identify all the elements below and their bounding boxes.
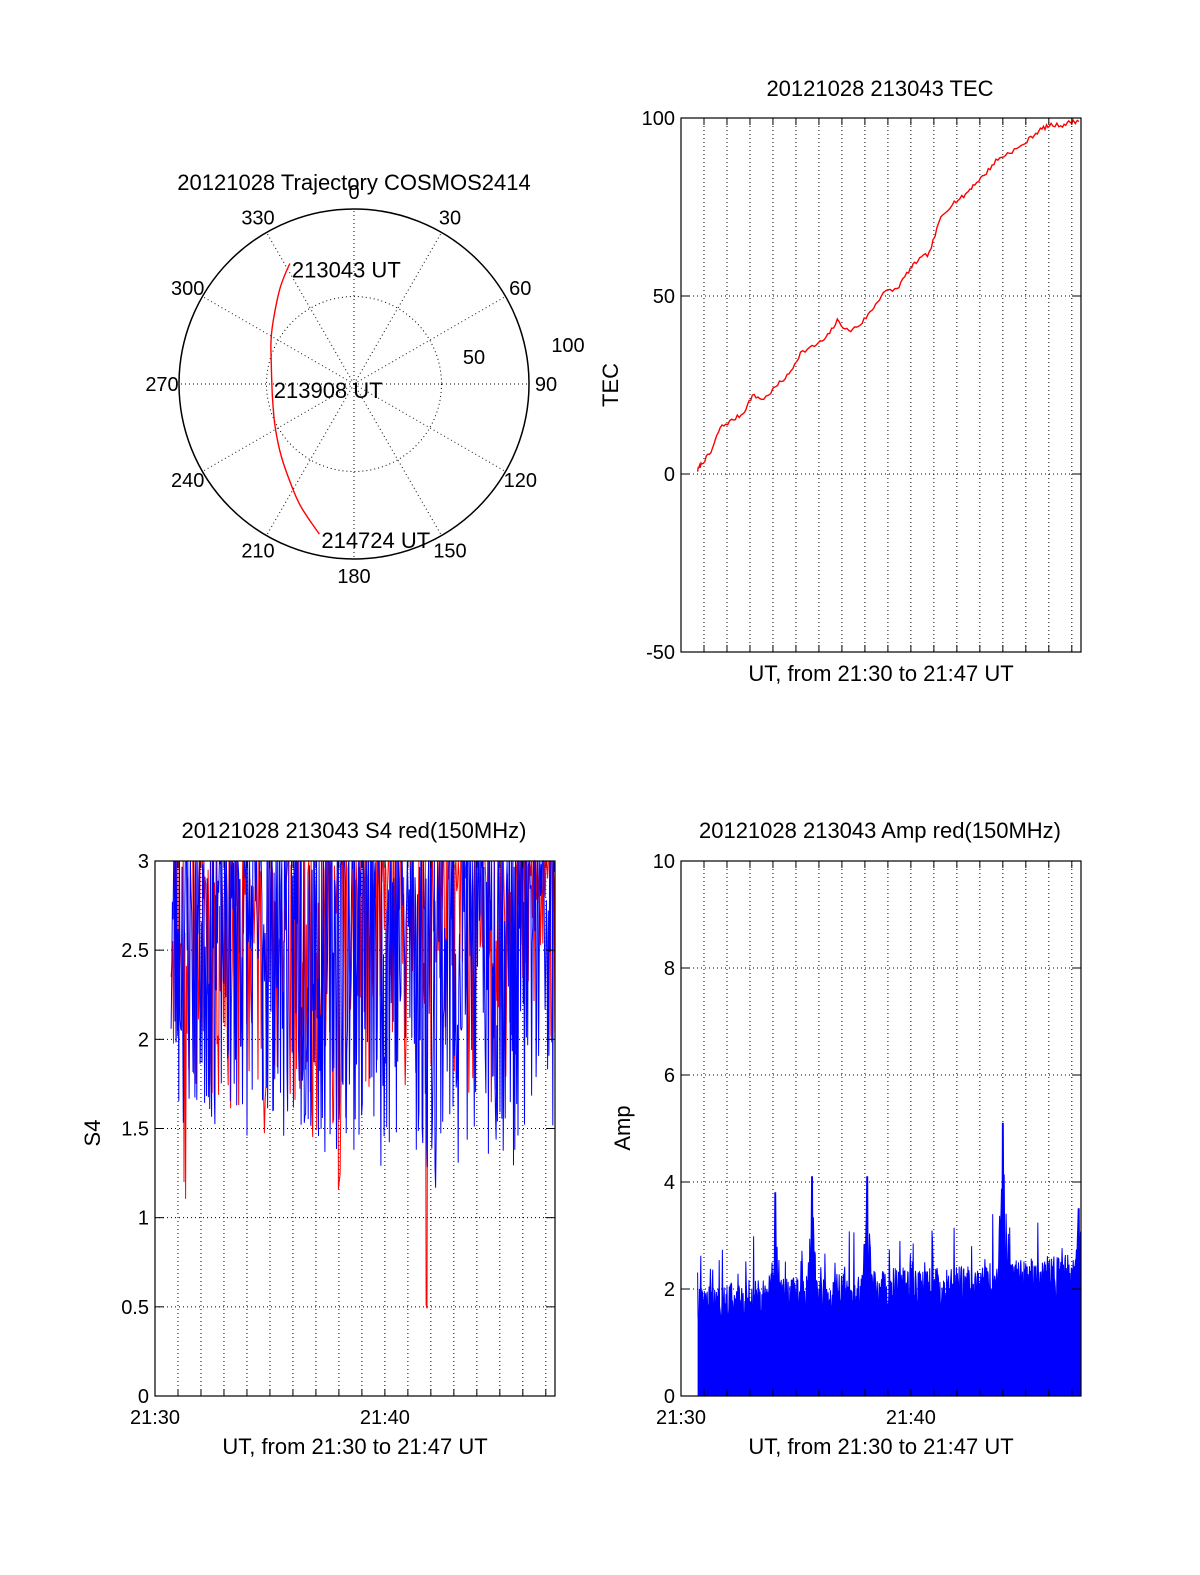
- amp-title: 20121028 213043 Amp red(150MHz): [699, 818, 1061, 843]
- tec-series: [696, 118, 1080, 472]
- radial-tick-100: 100: [551, 335, 584, 357]
- amp-frame: [680, 860, 1082, 1397]
- tec-ytick-label: 50: [653, 286, 675, 308]
- polar-spoke-60: [353, 296, 506, 385]
- s4-y-label: S4: [80, 1120, 105, 1147]
- s4-ticks: [155, 860, 555, 1397]
- polar-spoke-330: [266, 232, 355, 385]
- tec-ytick-label: 100: [642, 108, 675, 130]
- trajectory-title: 20121028 Trajectory COSMOS2414: [177, 170, 530, 195]
- angle-label-150: 150: [433, 540, 466, 562]
- radial-tick-50: 50: [463, 347, 485, 369]
- amp-ytick-label: 4: [664, 1172, 675, 1194]
- angle-label-30: 30: [439, 208, 461, 230]
- tec-grid: [681, 118, 1081, 652]
- polar-spoke-30: [353, 232, 442, 385]
- s4-plot: 20121028 213043 S4 red(150MHz) 0 0.5 1 1.5 2…: [80, 818, 556, 1459]
- angle-labels: 0 30 60 90 120 150 180 210 240 270 300 330: [145, 182, 557, 588]
- tec-title: 20121028 213043 TEC: [766, 76, 993, 101]
- angle-label-180: 180: [337, 566, 370, 588]
- amp-x-tick-labels: 21:30 21:40: [656, 1407, 936, 1429]
- s4-ytick-label: 2.5: [121, 940, 149, 962]
- s4-ytick-label: 0: [138, 1386, 149, 1408]
- trajectory-annotations: 213043 UT 213908 UT 214724 UT: [274, 257, 430, 553]
- trajectory-plot: 20121028 Trajectory COSMOS2414 0 30 60 90 12…: [145, 170, 584, 588]
- amp-xtick-label: 21:40: [886, 1407, 936, 1429]
- angle-label-120: 120: [504, 470, 537, 492]
- polar-spoke-210: [266, 383, 355, 536]
- angle-label-60: 60: [509, 278, 531, 300]
- s4-x-tick-labels: 21:30 21:40: [130, 1407, 410, 1429]
- tec-ytick-label: -50: [646, 642, 675, 664]
- s4-ytick-label: 1: [138, 1208, 149, 1230]
- amp-series: [697, 1122, 1082, 1324]
- s4-ytick-label: 3: [138, 851, 149, 873]
- polar-ring: [266, 296, 442, 472]
- tec-plot: 20121028 213043 TEC -50 0 50 100 UT, from 2…: [598, 76, 1082, 686]
- amp-plot: 20121028 213043 Amp red(150MHz) 0246810 …: [610, 818, 1082, 1459]
- polar-outer-circle: [178, 208, 530, 560]
- s4-xtick-label: 21:40: [360, 1407, 410, 1429]
- tec-ytick-label: 0: [664, 464, 675, 486]
- amp-x-label: UT, from 21:30 to 21:47 UT: [748, 1434, 1013, 1459]
- s4-ytick-label: 0.5: [121, 1297, 149, 1319]
- s4-x-label: UT, from 21:30 to 21:47 UT: [222, 1434, 487, 1459]
- annotation-0: 213043 UT: [292, 257, 401, 282]
- tec-frame: [680, 117, 1082, 653]
- amp-ytick-label: 2: [664, 1279, 675, 1301]
- amp-ytick-label: 6: [664, 1065, 675, 1087]
- s4-xtick-label: 21:30: [130, 1407, 180, 1429]
- annotation-2: 214724 UT: [321, 528, 430, 553]
- amp-ytick-label: 0: [664, 1386, 675, 1408]
- tec-x-label: UT, from 21:30 to 21:47 UT: [748, 661, 1013, 686]
- angle-label-210: 210: [241, 540, 274, 562]
- polar-spoke-150: [353, 383, 442, 536]
- trajectory-series: [270, 263, 320, 535]
- angle-label-0: 0: [348, 182, 359, 204]
- amp-y-tick-labels: 0 2 4 6 8 10: [653, 851, 675, 1408]
- tec-y-label: TEC: [598, 363, 623, 407]
- angle-label-90: 90: [535, 374, 557, 396]
- amp-ytick-label: 10: [653, 851, 675, 873]
- tec-ticks: [681, 117, 1081, 653]
- amp-ticks: [681, 860, 1081, 1397]
- amp-ytick-label: 8: [664, 958, 675, 980]
- polar-grid: [179, 209, 529, 559]
- angle-label-270: 270: [145, 374, 178, 396]
- angle-label-240: 240: [171, 470, 204, 492]
- s4-y-tick-labels: 0 0.5 1 1.5 2 2.5 3: [121, 851, 149, 1408]
- s4-title: 20121028 213043 S4 red(150MHz): [182, 818, 527, 843]
- angle-label-300: 300: [171, 278, 204, 300]
- annotation-1: 213908 UT: [274, 378, 383, 403]
- amp-xtick-label: 21:30: [656, 1407, 706, 1429]
- amp-y-label: Amp: [610, 1105, 635, 1150]
- s4-ytick-label: 1.5: [121, 1119, 149, 1141]
- tec-y-tick-labels: -50 0 50 100: [642, 108, 675, 664]
- s4-ytick-label: 2: [138, 1029, 149, 1051]
- angle-label-330: 330: [241, 208, 274, 230]
